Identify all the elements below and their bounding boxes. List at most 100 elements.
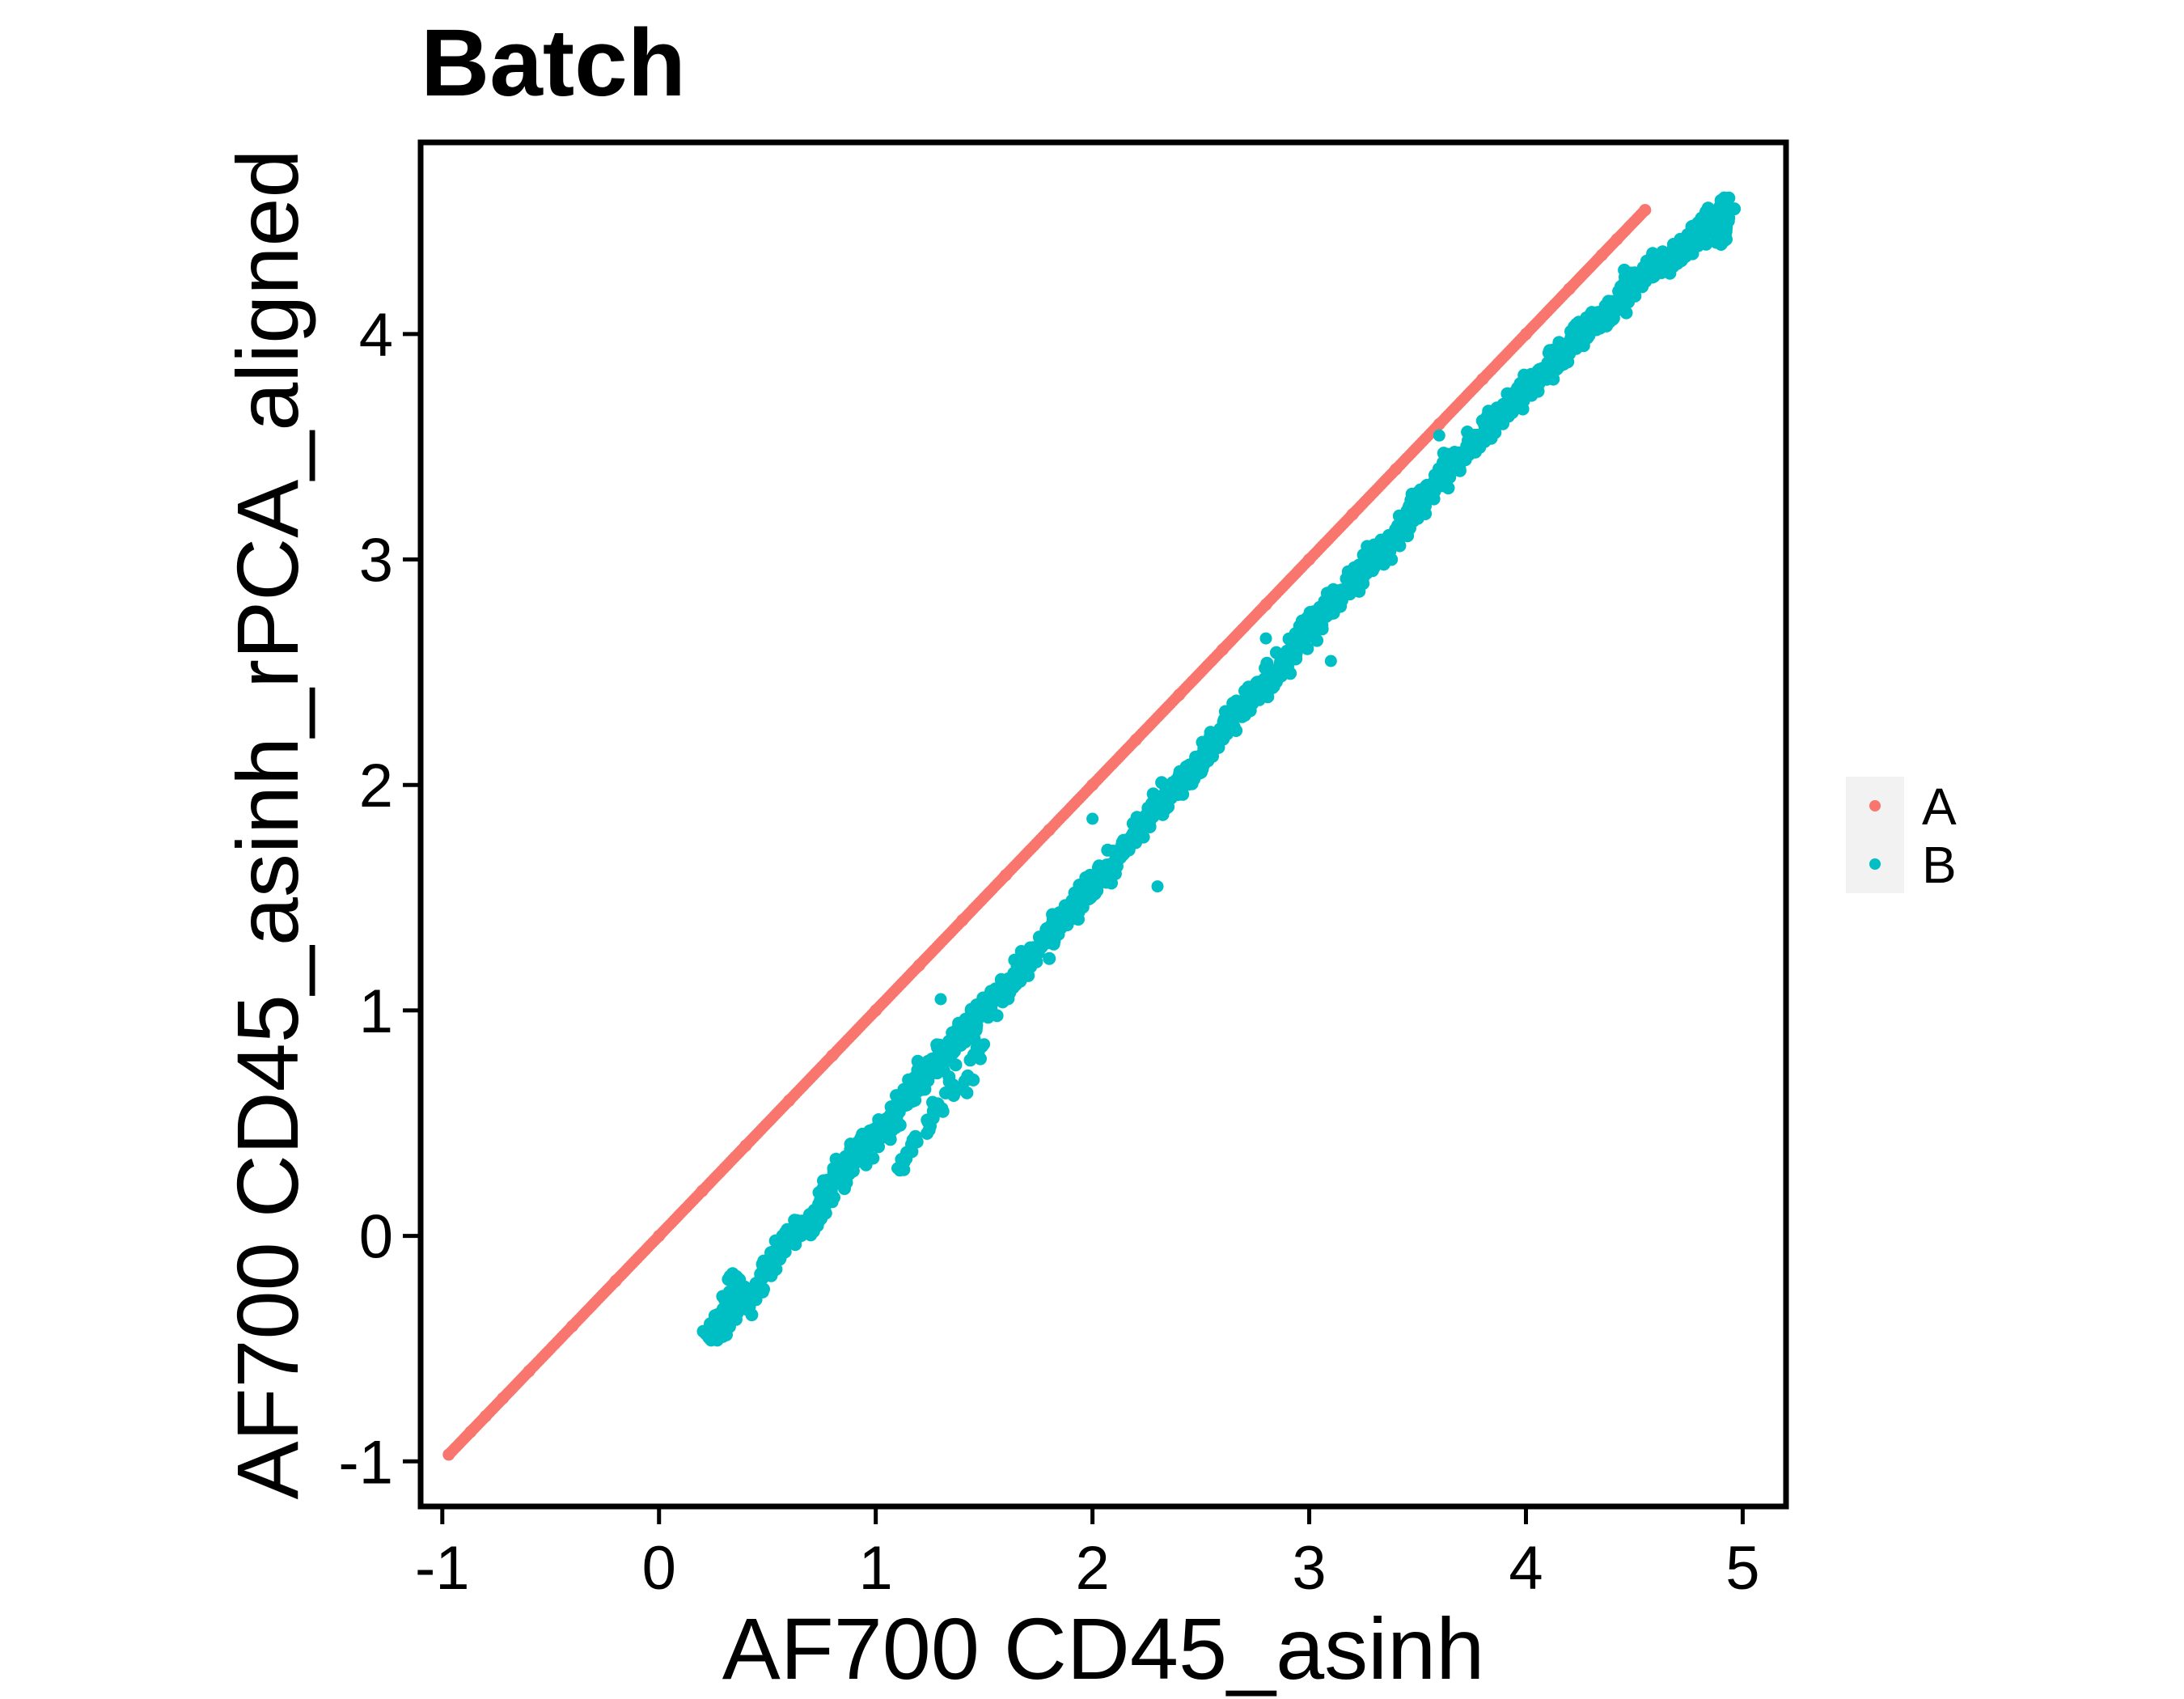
- data-point: [1368, 553, 1381, 566]
- y-tick-label: 2: [359, 752, 393, 820]
- data-point: [826, 1173, 839, 1186]
- data-point: [464, 1426, 477, 1438]
- data-point: [1238, 700, 1251, 713]
- data-point: [963, 1053, 977, 1067]
- data-point: [1259, 598, 1272, 611]
- data-point: [978, 1038, 991, 1051]
- data-point: [1031, 946, 1045, 960]
- data-point: [479, 1410, 492, 1422]
- data-point: [1129, 824, 1142, 837]
- data-point: [1346, 575, 1359, 588]
- data-point: [1520, 328, 1532, 341]
- data-point: [870, 1004, 882, 1017]
- data-point: [739, 1139, 752, 1152]
- x-axis-title: AF700 CD45_asinh: [722, 1599, 1485, 1697]
- legend-key-a: [1869, 800, 1881, 811]
- y-tick-label: 1: [359, 977, 393, 1046]
- data-point: [1719, 197, 1732, 210]
- data-point: [949, 1058, 963, 1072]
- data-point: [934, 993, 947, 1006]
- data-point: [934, 1049, 947, 1062]
- data-point: [1476, 373, 1489, 386]
- data-point: [783, 1230, 795, 1243]
- data-point: [1261, 690, 1275, 704]
- data-point: [1585, 316, 1598, 329]
- data-point: [1476, 429, 1489, 442]
- data-point: [783, 1094, 795, 1107]
- data-point: [1216, 722, 1229, 735]
- legend-label-a: A: [1922, 777, 1957, 836]
- data-point: [958, 1074, 971, 1088]
- data-point: [1671, 248, 1684, 261]
- y-tick-label: 4: [359, 301, 393, 370]
- data-point: [891, 1162, 904, 1175]
- plot-panel-border: [417, 139, 1789, 1510]
- data-point: [702, 1328, 715, 1341]
- data-point: [1496, 417, 1509, 430]
- data-point: [1086, 778, 1099, 791]
- data-point: [1390, 531, 1403, 544]
- data-point: [870, 1128, 882, 1141]
- data-point: [1086, 812, 1099, 825]
- data-point: [1259, 677, 1272, 690]
- y-axis-title: AF700 CD45_asinh_rPCA_aligned: [218, 149, 316, 1499]
- data-point: [1693, 227, 1706, 239]
- data-point: [956, 1027, 969, 1040]
- data-point: [999, 981, 1012, 994]
- data-point: [912, 959, 925, 972]
- data-point: [1301, 642, 1314, 655]
- data-point: [890, 1117, 904, 1131]
- data-point: [739, 1297, 752, 1310]
- data-point: [1639, 204, 1652, 217]
- data-point: [866, 1151, 880, 1165]
- data-point: [1021, 959, 1034, 972]
- data-point: [1366, 561, 1380, 575]
- data-point: [1151, 880, 1164, 893]
- x-tick-label: 4: [1509, 1534, 1543, 1603]
- data-point: [956, 913, 969, 926]
- x-tick-label: 1: [859, 1534, 893, 1603]
- x-axis: -1 0 1 2 3 4 5: [415, 1506, 1760, 1603]
- data-point: [653, 1230, 666, 1243]
- data-point: [1173, 778, 1186, 791]
- data-point: [729, 1274, 741, 1287]
- data-point: [442, 1448, 455, 1461]
- data-point: [921, 1116, 935, 1129]
- y-tick-label: 0: [359, 1203, 393, 1272]
- data-point: [912, 1072, 925, 1084]
- data-point: [1043, 824, 1056, 837]
- data-point: [1324, 655, 1337, 667]
- data-point: [926, 1095, 939, 1109]
- data-point: [1610, 233, 1623, 246]
- data-point: [974, 1052, 987, 1066]
- data-point: [1129, 734, 1142, 746]
- data-point: [1636, 280, 1649, 294]
- data-point: [497, 1392, 510, 1405]
- data-point: [1216, 643, 1229, 656]
- data-point: [696, 1184, 709, 1197]
- data-point: [1086, 880, 1099, 893]
- data-point: [1324, 598, 1337, 611]
- data-point: [1281, 655, 1294, 667]
- x-tick-label: 2: [1075, 1534, 1109, 1603]
- points-layer: [442, 191, 1742, 1461]
- y-tick-label: -1: [338, 1428, 393, 1497]
- data-point: [1563, 282, 1576, 295]
- data-point: [826, 1196, 839, 1209]
- data-point: [1107, 858, 1120, 871]
- data-point: [1343, 587, 1357, 601]
- data-point: [1427, 492, 1441, 506]
- data-point: [1433, 429, 1445, 442]
- data-point: [771, 1247, 785, 1260]
- x-tick-label: 5: [1725, 1534, 1759, 1603]
- data-point: [1595, 248, 1608, 261]
- legend-label-b: B: [1922, 836, 1957, 894]
- data-point: [1715, 227, 1728, 239]
- data-point: [1704, 215, 1716, 227]
- data-point: [1541, 362, 1554, 375]
- data-point: [1498, 406, 1511, 419]
- data-point: [566, 1320, 579, 1333]
- x-tick-label: -1: [415, 1534, 470, 1603]
- data-point: [1043, 951, 1056, 965]
